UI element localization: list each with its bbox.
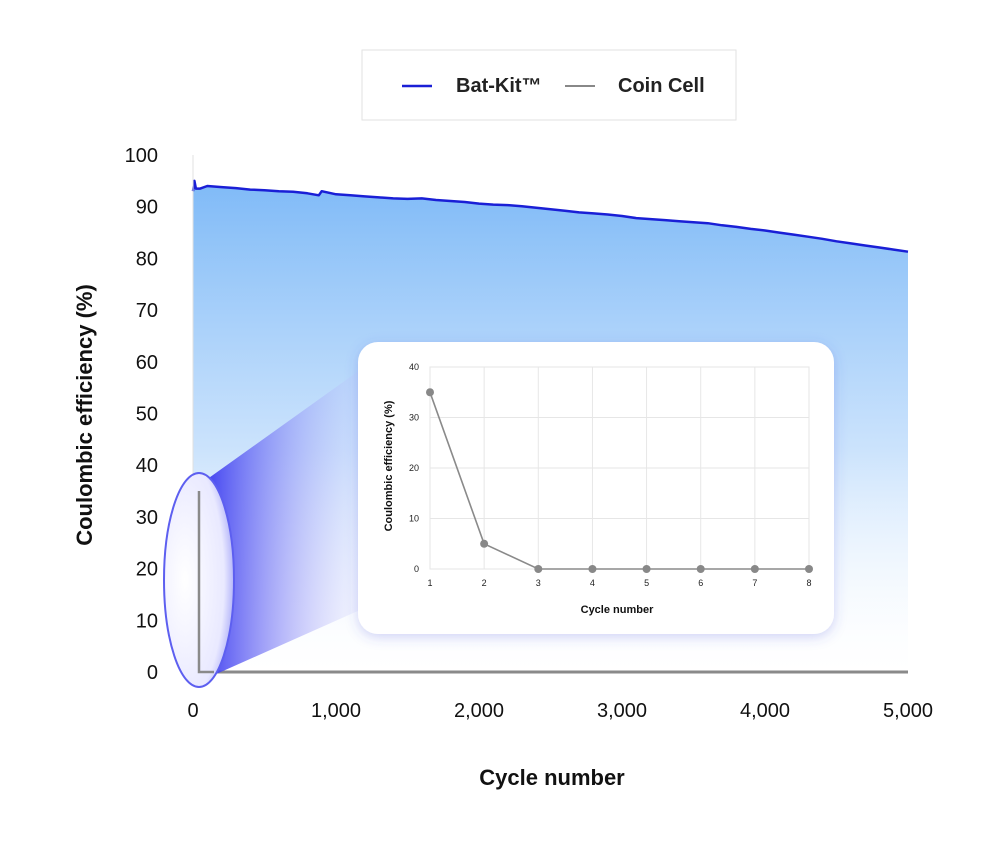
zoom-cone bbox=[206, 370, 360, 675]
inset-data-point bbox=[696, 565, 705, 573]
y-tick-label: 60 bbox=[136, 352, 158, 374]
y-tick-label: 80 bbox=[136, 248, 158, 270]
inset-y-axis-ticks: 0 10 20 30 40 bbox=[409, 362, 419, 574]
y-tick-label: 40 bbox=[136, 455, 158, 477]
inset-y-tick-label: 20 bbox=[409, 463, 419, 473]
inset-data-point bbox=[426, 388, 434, 397]
inset-x-tick-label: 3 bbox=[536, 578, 541, 588]
x-tick-label: 5,000 bbox=[883, 700, 933, 722]
inset-x-tick-label: 4 bbox=[590, 578, 595, 588]
inset-coincell-line bbox=[429, 392, 809, 570]
inset-y-axis-title: Coulombic efficiency (%) bbox=[383, 400, 395, 531]
inset-y-tick-label: 0 bbox=[414, 564, 419, 574]
inset-data-point bbox=[642, 565, 651, 573]
inset-data-point bbox=[480, 539, 489, 548]
inset-y-tick-label: 30 bbox=[409, 413, 419, 423]
x-axis-title: Cycle number bbox=[479, 765, 625, 790]
inset-data-point bbox=[750, 565, 759, 573]
legend-label-coincell: Coin Cell bbox=[618, 75, 705, 97]
y-tick-label: 90 bbox=[136, 197, 158, 219]
inset-y-tick-label: 40 bbox=[409, 362, 419, 372]
inset-x-tick-label: 8 bbox=[806, 578, 811, 588]
inset-y-tick-label: 10 bbox=[409, 514, 419, 524]
y-tick-label: 20 bbox=[136, 559, 158, 581]
inset-x-tick-label: 5 bbox=[644, 578, 649, 588]
inset-chart: 0 10 20 30 40 1 2 3 4 5 6 7 8 Cycle number Coulombi… bbox=[358, 342, 834, 634]
inset-data-point bbox=[534, 565, 543, 573]
y-axis-ticks: 0 10 20 30 40 50 60 70 80 90 100 bbox=[125, 145, 158, 684]
legend: Bat-Kit™ Coin Cell bbox=[361, 49, 737, 121]
x-tick-label: 2,000 bbox=[454, 700, 504, 722]
inset-data-points bbox=[426, 388, 813, 573]
legend-label-batkit: Bat-Kit™ bbox=[456, 75, 542, 97]
inset-panel bbox=[358, 342, 834, 634]
inset-x-axis-ticks: 1 2 3 4 5 6 7 8 bbox=[427, 578, 811, 588]
y-tick-label: 100 bbox=[125, 145, 158, 167]
y-axis-title: Coulombic efficiency (%) bbox=[72, 284, 97, 546]
batkit-series-line bbox=[191, 179, 909, 253]
inset-x-tick-label: 2 bbox=[482, 578, 487, 588]
coincell-series-line bbox=[197, 491, 214, 674]
inset-x-axis-title: Cycle number bbox=[581, 604, 654, 616]
y-tick-label: 0 bbox=[147, 662, 158, 684]
x-tick-label: 0 bbox=[187, 700, 198, 722]
x-tick-label: 4,000 bbox=[740, 700, 790, 722]
inset-x-tick-label: 7 bbox=[752, 578, 757, 588]
x-tick-label: 3,000 bbox=[597, 700, 647, 722]
y-tick-label: 50 bbox=[136, 404, 158, 426]
y-tick-label: 70 bbox=[136, 300, 158, 322]
inset-data-point bbox=[588, 565, 597, 573]
inset-x-tick-label: 1 bbox=[427, 578, 432, 588]
y-tick-label: 30 bbox=[136, 507, 158, 529]
inset-data-point bbox=[805, 565, 813, 573]
x-axis-ticks: 0 1,000 2,000 3,000 4,000 5,000 bbox=[187, 700, 933, 722]
inset-x-tick-label: 6 bbox=[698, 578, 703, 588]
x-tick-label: 1,000 bbox=[311, 700, 361, 722]
y-tick-label: 10 bbox=[136, 610, 158, 632]
